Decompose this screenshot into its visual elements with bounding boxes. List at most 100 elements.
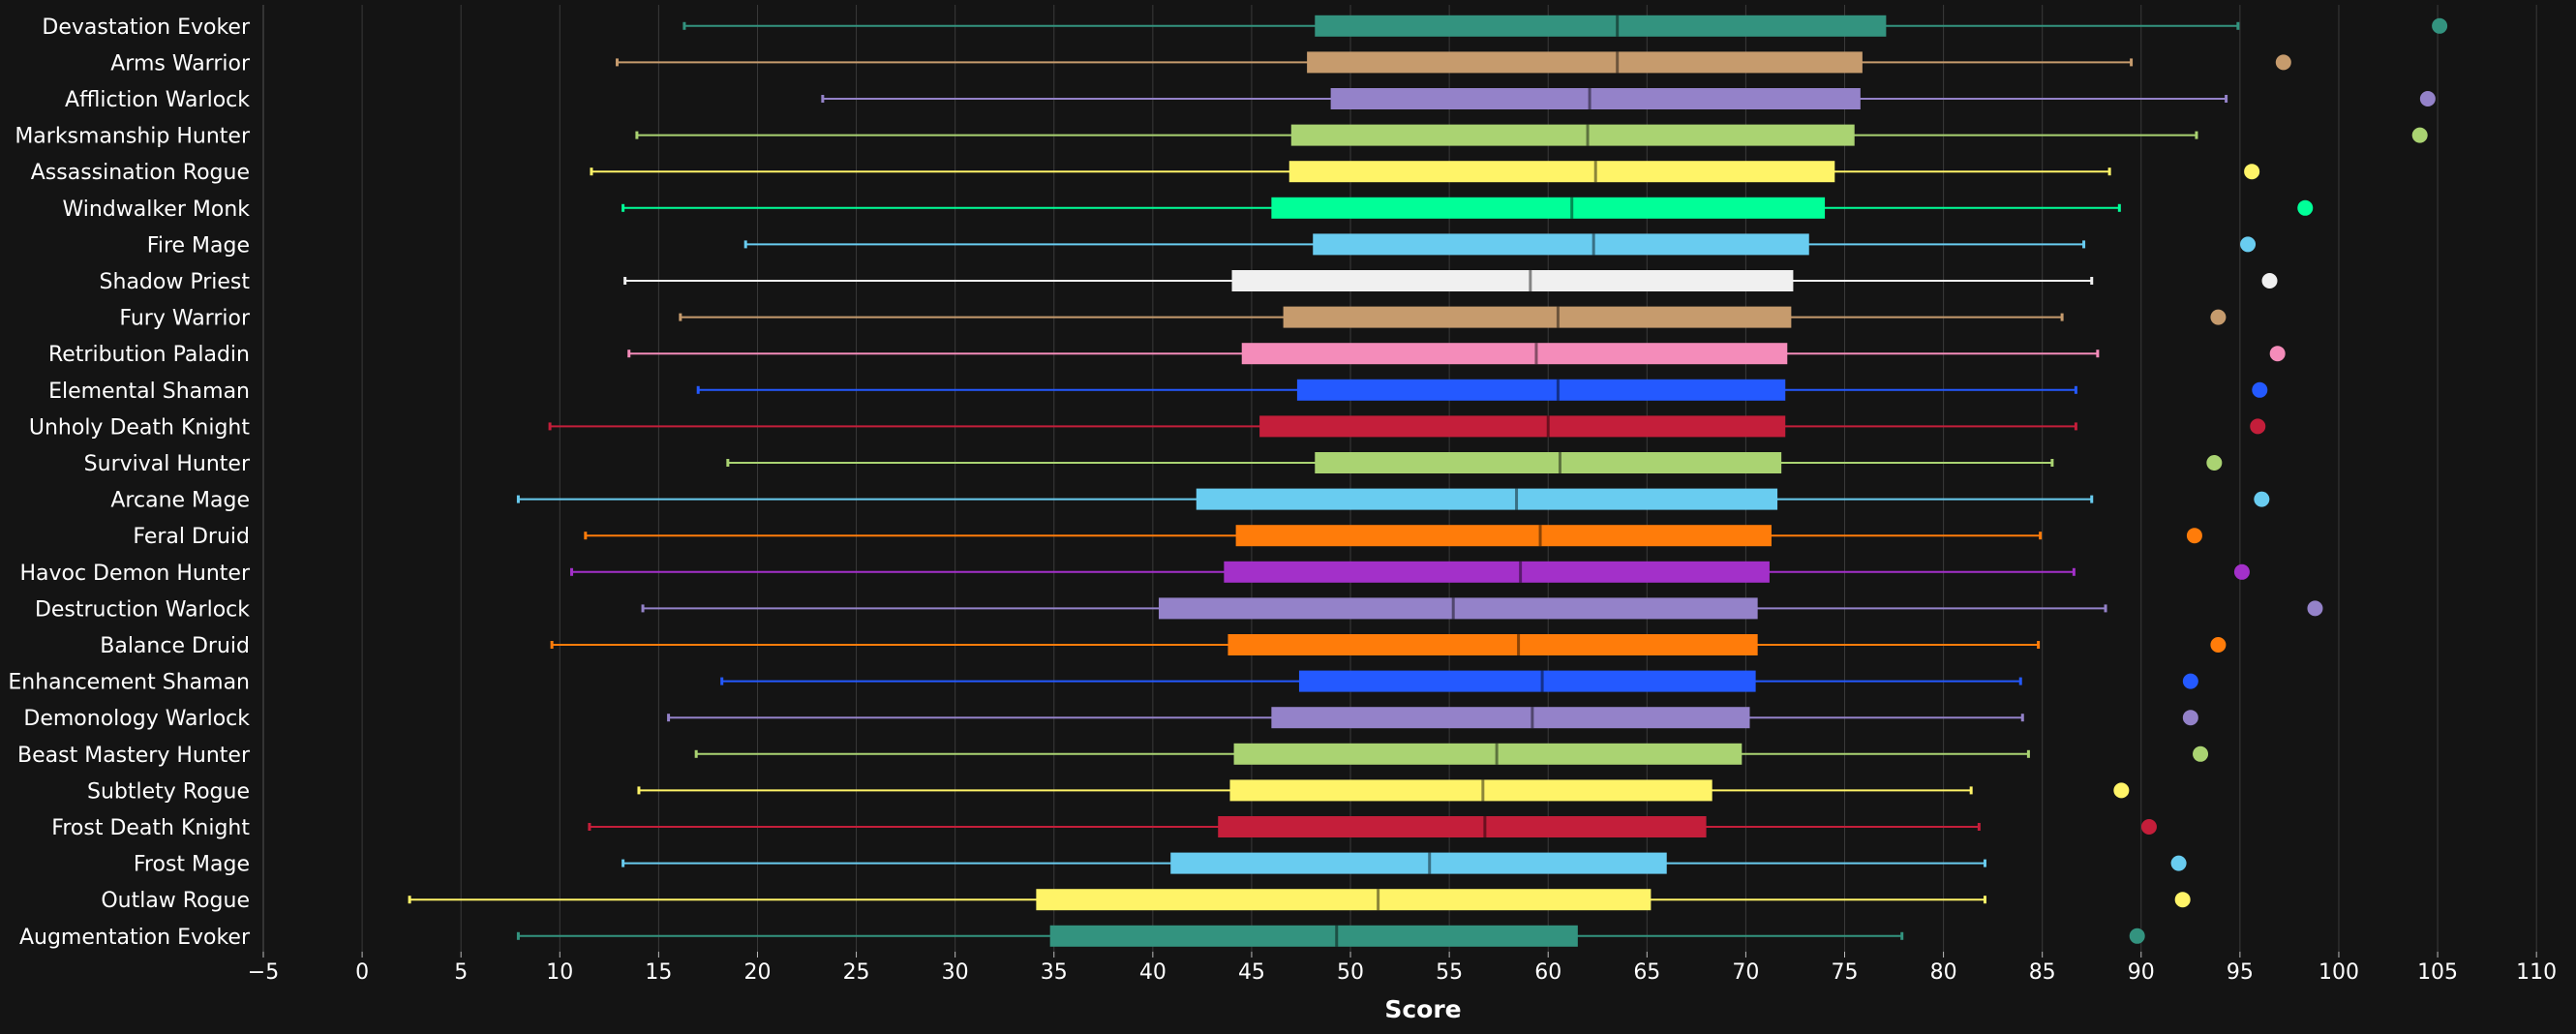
category-label: Marksmanship Hunter: [15, 125, 251, 149]
x-tick-label: 5: [454, 960, 468, 985]
category-label: Unholy Death Knight: [29, 415, 250, 440]
x-tick-label: 100: [2318, 960, 2359, 985]
box-beast-mastery-hunter: [694, 743, 2209, 765]
category-label: Frost Mage: [134, 853, 250, 877]
x-tick-label: 30: [942, 960, 969, 985]
outlier-point: [2307, 600, 2323, 617]
iqr-box: [1049, 925, 1578, 947]
outlier-point: [2186, 528, 2202, 544]
iqr-box: [1259, 415, 1786, 438]
outlier-point: [2113, 782, 2130, 799]
category-label: Survival Hunter: [84, 452, 251, 476]
x-tick-label: 35: [1041, 960, 1068, 985]
outlier-point: [2182, 710, 2198, 726]
outlier-point: [2170, 855, 2187, 871]
outlier-point: [2206, 455, 2223, 471]
category-label: Subtlety Rogue: [87, 779, 250, 804]
x-tick-label: 55: [1436, 960, 1463, 985]
box-balance-druid: [550, 634, 2227, 655]
iqr-box: [1290, 124, 1855, 146]
box-arcane-mage: [516, 488, 2270, 510]
box-demonology-warlock: [667, 707, 2198, 729]
outlier-point: [2275, 54, 2291, 71]
x-tick-label: 45: [1238, 960, 1265, 985]
box-fire-mage: [743, 233, 2257, 256]
iqr-box: [1315, 452, 1782, 473]
category-label: Beast Mastery Hunter: [17, 744, 251, 768]
outlier-point: [2297, 199, 2314, 216]
outlier-point: [2252, 381, 2268, 398]
iqr-box: [1296, 379, 1786, 401]
iqr-box: [1235, 525, 1772, 547]
x-tick-label: 110: [2516, 960, 2557, 985]
x-axis-label: Score: [1384, 995, 1461, 1023]
category-label: Affliction Warlock: [65, 88, 250, 112]
iqr-box: [1315, 15, 1887, 37]
iqr-box: [1036, 889, 1652, 911]
category-label: Windwalker Monk: [62, 198, 250, 222]
outlier-point: [2432, 17, 2448, 34]
outlier-point: [2254, 491, 2270, 507]
iqr-box: [1330, 88, 1861, 109]
box-feral-druid: [584, 525, 2202, 547]
x-tick-label: 65: [1633, 960, 1660, 985]
iqr-box: [1271, 707, 1750, 729]
x-tick-label: 70: [1732, 960, 1759, 985]
box-fury-warrior: [679, 306, 2227, 328]
category-label: Devastation Evoker: [42, 15, 251, 40]
category-label: Arcane Mage: [110, 489, 250, 513]
outlier-point: [2233, 563, 2250, 580]
category-label: Havoc Demon Hunter: [19, 562, 250, 586]
category-label: Enhancement Shaman: [8, 671, 250, 695]
box-devastation-evoker: [682, 15, 2448, 37]
iqr-box: [1283, 306, 1792, 328]
box-arms-warrior: [615, 51, 2291, 74]
box-subtlety-rogue: [637, 779, 2130, 802]
iqr-box: [1224, 561, 1770, 583]
iqr-box: [1158, 597, 1758, 620]
box-frost-mage: [621, 852, 2187, 874]
outlier-point: [2129, 928, 2145, 944]
outlier-point: [2244, 164, 2260, 180]
category-label: Balance Druid: [100, 634, 250, 658]
x-tick-label: 15: [645, 960, 672, 985]
outlier-point: [2250, 418, 2266, 435]
box-destruction-warlock: [641, 597, 2323, 620]
box-havoc-demon-hunter: [570, 561, 2250, 583]
outlier-point: [2419, 91, 2436, 106]
box-survival-hunter: [726, 452, 2223, 473]
outlier-point: [2411, 127, 2428, 143]
iqr-box: [1170, 852, 1667, 874]
x-tick-label: 25: [843, 960, 870, 985]
category-label: Elemental Shaman: [48, 380, 250, 404]
iqr-box: [1233, 743, 1743, 765]
outlier-point: [2174, 892, 2191, 908]
category-label: Augmentation Evoker: [19, 926, 251, 950]
x-tick-label: 10: [546, 960, 573, 985]
outlier-point: [2261, 273, 2278, 289]
outlier-point: [2240, 236, 2257, 253]
category-label: Retribution Paladin: [48, 343, 250, 367]
category-label: Outlaw Rogue: [101, 889, 250, 913]
box-augmentation-evoker: [516, 925, 2145, 947]
category-label: Assassination Rogue: [31, 161, 250, 185]
box-assassination-rogue: [590, 161, 2260, 183]
category-label: Shadow Priest: [100, 270, 251, 294]
box-unholy-death-knight: [548, 415, 2266, 438]
category-label: Fire Mage: [147, 233, 250, 258]
box-affliction-warlock: [821, 88, 2436, 109]
x-axis-ticks: −5 0 5 10 15 20 25 30 35 40 45 50 55 60 65 70 75 80 85 90 95…: [248, 952, 2557, 985]
box-frost-death-knight: [588, 816, 2157, 837]
category-label: Fury Warrior: [119, 307, 251, 331]
iqr-box: [1271, 197, 1826, 219]
iqr-box: [1227, 634, 1758, 655]
outlier-point: [2193, 745, 2209, 762]
box-elemental-shaman: [696, 379, 2268, 401]
x-tick-label: 0: [355, 960, 369, 985]
x-tick-label: 90: [2128, 960, 2155, 985]
iqr-box: [1288, 161, 1835, 183]
category-label: Frost Death Knight: [51, 816, 250, 840]
iqr-box: [1229, 779, 1712, 802]
